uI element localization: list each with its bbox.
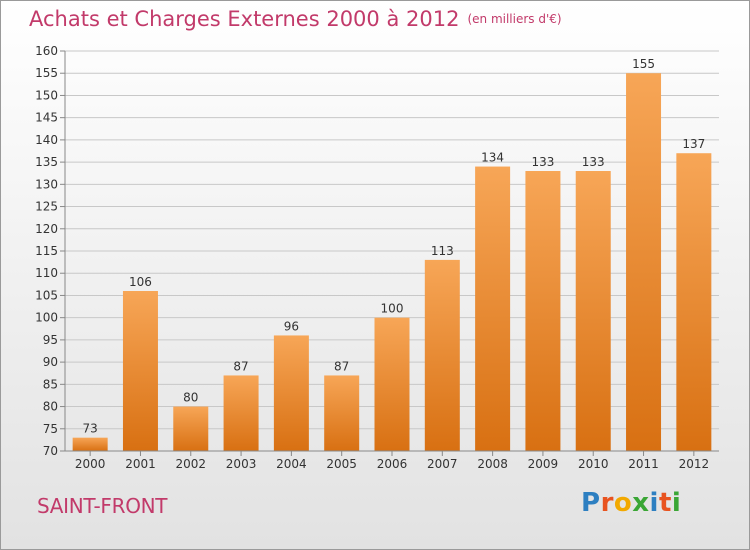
x-tick-label: 2009	[528, 457, 559, 471]
y-tick-label: 125	[35, 200, 58, 214]
logo-letter: i	[671, 488, 682, 518]
bar	[223, 375, 259, 451]
bar	[525, 171, 561, 451]
y-tick-label: 155	[35, 66, 58, 80]
bar	[676, 153, 712, 451]
x-tick-label: 2007	[427, 457, 458, 471]
bar	[475, 166, 511, 452]
logo-letter: o	[613, 488, 633, 518]
bar	[374, 317, 410, 451]
y-tick-label: 150	[35, 88, 58, 102]
data-label: 113	[431, 244, 454, 258]
y-tick-label: 105	[35, 288, 58, 302]
logo-letter: t	[658, 488, 672, 518]
logo-letter: r	[600, 488, 614, 518]
y-tick-label: 110	[35, 266, 58, 280]
x-tick-label: 2008	[477, 457, 508, 471]
logo-letter: P	[581, 488, 601, 518]
y-tick-label: 130	[35, 177, 58, 191]
data-label: 87	[233, 359, 248, 373]
y-tick-label: 75	[43, 422, 58, 436]
x-tick-label: 2005	[326, 457, 357, 471]
data-label: 87	[334, 359, 349, 373]
x-tick-label: 2006	[377, 457, 408, 471]
bar	[122, 291, 158, 451]
bar	[424, 259, 460, 451]
chart-title: Achats et Charges Externes 2000 à 2012 (e…	[29, 7, 562, 31]
data-label: 106	[129, 275, 152, 289]
x-tick-label: 2010	[578, 457, 609, 471]
y-tick-label: 80	[43, 400, 58, 414]
x-tick-label: 2003	[226, 457, 257, 471]
x-tick-label: 2001	[125, 457, 156, 471]
y-tick-label: 120	[35, 222, 58, 236]
bar	[173, 406, 209, 451]
bar	[324, 375, 360, 451]
x-tick-label: 2012	[679, 457, 710, 471]
data-label: 133	[531, 155, 554, 169]
data-label: 73	[83, 422, 98, 436]
y-tick-label: 160	[35, 44, 58, 58]
data-label: 137	[682, 137, 705, 151]
data-label: 134	[481, 151, 504, 165]
data-label: 96	[284, 319, 299, 333]
y-tick-label: 95	[43, 333, 58, 347]
data-label: 80	[183, 391, 198, 405]
bar	[626, 73, 662, 451]
x-tick-label: 2004	[276, 457, 307, 471]
y-tick-label: 85	[43, 377, 58, 391]
y-tick-label: 115	[35, 244, 58, 258]
bar	[72, 437, 108, 451]
logo-letter: x	[632, 488, 650, 518]
x-tick-label: 2011	[628, 457, 659, 471]
y-tick-label: 100	[35, 311, 58, 325]
bar	[273, 335, 309, 451]
data-label: 100	[381, 302, 404, 316]
data-label: 133	[582, 155, 605, 169]
y-tick-label: 70	[43, 444, 58, 458]
proxiti-logo: Proxiti	[581, 488, 681, 518]
logo-letter: i	[649, 488, 659, 518]
location-label: SAINT-FRONT	[37, 494, 168, 518]
axes: 70 75 80 85 90 95 100 105 110 115 120 125 130 135 140 1…	[35, 44, 719, 471]
data-label: 155	[632, 57, 655, 71]
y-tick-label: 90	[43, 355, 58, 369]
chart-title-text: Achats et Charges Externes 2000 à 2012	[29, 7, 460, 31]
chart-subtitle: (en milliers d'€)	[467, 12, 562, 26]
y-tick-label: 145	[35, 111, 58, 125]
y-tick-label: 140	[35, 133, 58, 147]
x-tick-label: 2000	[75, 457, 106, 471]
bar	[575, 171, 611, 451]
x-tick-label: 2002	[175, 457, 206, 471]
bars: 73 106 80 87 96 87 100 113 134 133 133 155 137	[72, 57, 712, 452]
y-tick-label: 135	[35, 155, 58, 169]
